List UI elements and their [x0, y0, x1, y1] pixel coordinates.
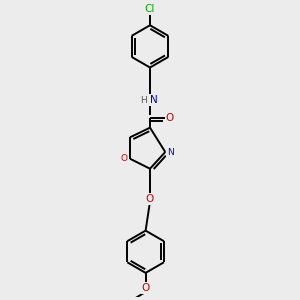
Text: H: H: [140, 96, 147, 105]
Text: Cl: Cl: [145, 4, 155, 14]
Text: N: N: [167, 148, 174, 157]
Text: O: O: [146, 194, 154, 204]
Text: O: O: [142, 283, 150, 293]
Text: N: N: [150, 95, 158, 105]
Text: O: O: [121, 154, 128, 163]
Text: O: O: [166, 113, 174, 123]
